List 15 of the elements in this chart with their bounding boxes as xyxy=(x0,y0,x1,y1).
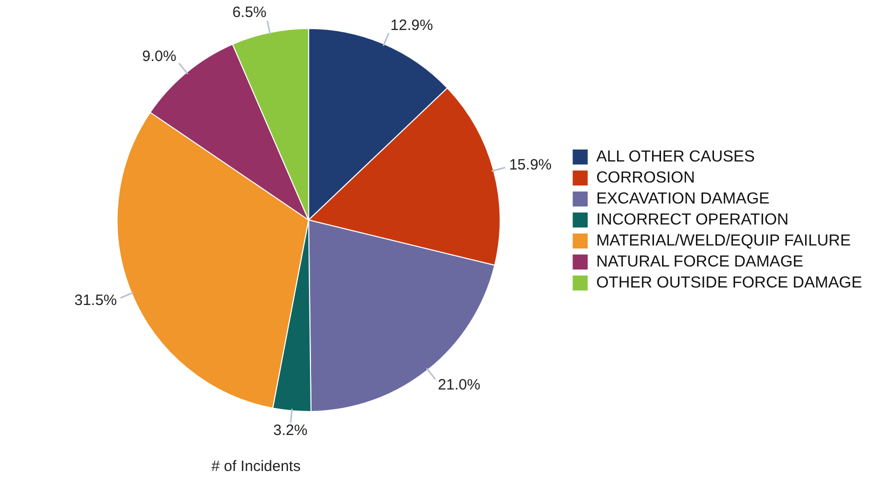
legend-label: ALL OTHER CAUSES xyxy=(596,148,755,166)
data-label: 12.9% xyxy=(390,16,433,34)
legend-label: CORROSION xyxy=(596,169,695,186)
data-label: 15.9% xyxy=(509,156,552,174)
data-label: 6.5% xyxy=(232,4,267,22)
legend-label: OTHER OUTSIDE FORCE DAMAGE xyxy=(596,274,862,292)
legend-label: MATERIAL/WELD/EQUIP FAILURE xyxy=(596,232,851,250)
data-label: 21.0% xyxy=(438,376,480,394)
legend-label: EXCAVATION DAMAGE xyxy=(596,190,770,208)
legend-label: INCORRECT OPERATION xyxy=(596,211,789,228)
legend-label: NATURAL FORCE DAMAGE xyxy=(596,253,804,270)
data-label: 3.2% xyxy=(273,422,308,439)
text: # of Incidents xyxy=(210,458,302,475)
data-label: 9.0% xyxy=(142,48,176,66)
data-label: 31.5% xyxy=(74,292,117,310)
